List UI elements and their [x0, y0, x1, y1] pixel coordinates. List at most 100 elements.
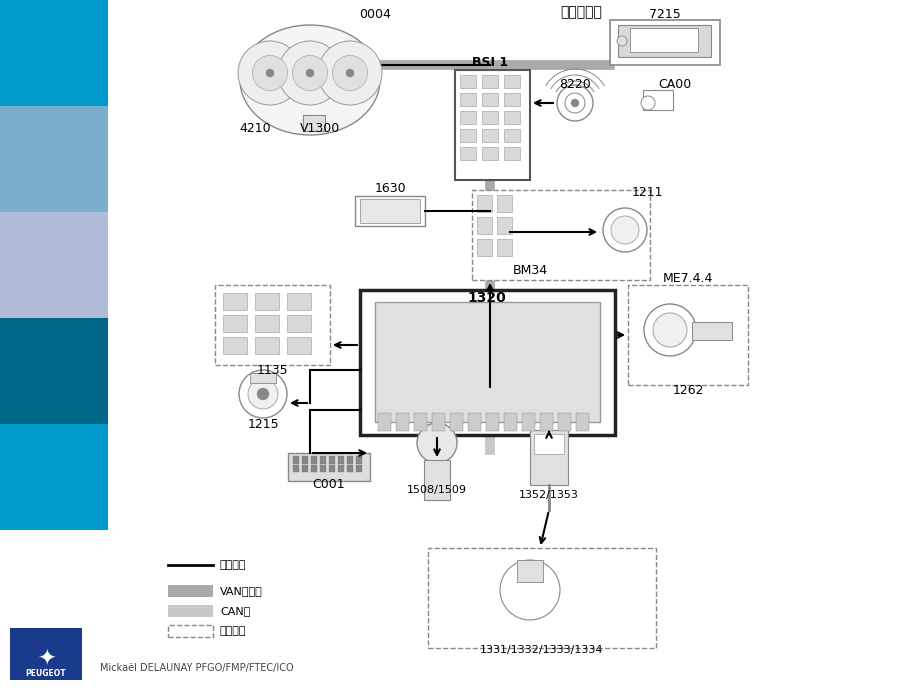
Bar [287, 337, 311, 354]
Bar [521, 413, 535, 431]
Text: 1352/1353: 1352/1353 [518, 490, 578, 500]
Bar [618, 25, 710, 57]
Bar [337, 465, 344, 472]
Text: 0004: 0004 [358, 8, 391, 21]
Bar [482, 147, 497, 160]
Bar [482, 93, 497, 106]
Bar [287, 315, 311, 332]
Text: 8220: 8220 [559, 79, 590, 92]
Ellipse shape [240, 25, 380, 135]
Text: BM34: BM34 [512, 264, 547, 277]
Bar [504, 147, 519, 160]
Bar [482, 75, 497, 88]
Bar [630, 28, 698, 52]
Bar [320, 465, 325, 472]
Bar [359, 199, 420, 223]
Circle shape [346, 69, 354, 77]
Bar [292, 456, 299, 464]
Bar [375, 302, 599, 422]
Bar [346, 456, 353, 464]
Bar [496, 239, 512, 256]
Text: 电线连接: 电线连接 [220, 560, 246, 570]
Bar [471, 190, 650, 280]
Circle shape [610, 216, 639, 244]
Bar [222, 337, 246, 354]
Circle shape [306, 69, 313, 77]
Circle shape [556, 85, 593, 121]
Bar [356, 456, 361, 464]
Bar [476, 195, 492, 212]
Bar [395, 413, 409, 431]
Bar [529, 430, 567, 485]
Bar [468, 413, 481, 431]
Bar [455, 70, 529, 180]
Bar [292, 465, 299, 472]
Bar [414, 413, 426, 431]
Bar [558, 413, 571, 431]
Text: 1211: 1211 [630, 186, 662, 199]
Bar [311, 456, 317, 464]
Bar [424, 460, 449, 500]
Bar [255, 293, 278, 310]
Bar [496, 195, 512, 212]
Bar [355, 196, 425, 226]
Circle shape [641, 96, 654, 110]
Circle shape [643, 304, 696, 356]
Bar [485, 413, 498, 431]
Bar [642, 90, 673, 110]
Bar [0, 106, 108, 212]
Bar [516, 560, 542, 582]
Text: 1262: 1262 [672, 384, 703, 397]
Bar [301, 456, 308, 464]
Bar [628, 285, 747, 385]
Bar [476, 239, 492, 256]
Bar [168, 625, 213, 637]
Circle shape [248, 379, 278, 409]
Bar [215, 285, 330, 365]
Bar [0, 212, 108, 318]
Bar [460, 147, 475, 160]
Bar [378, 413, 391, 431]
Bar [460, 129, 475, 142]
Bar [476, 217, 492, 234]
Bar [0, 0, 108, 106]
Text: 1508/1509: 1508/1509 [406, 485, 467, 495]
Text: 1215: 1215 [247, 417, 278, 431]
Text: CA00: CA00 [658, 79, 691, 92]
Text: VAN舒适网: VAN舒适网 [220, 586, 263, 596]
Bar [356, 465, 361, 472]
Text: V1300: V1300 [300, 121, 340, 135]
Bar [504, 75, 519, 88]
Text: PEUGEOT: PEUGEOT [26, 669, 66, 678]
Bar [311, 465, 317, 472]
Bar [539, 413, 552, 431]
Bar [222, 293, 246, 310]
Bar [288, 453, 369, 481]
Bar [10, 628, 82, 680]
Circle shape [278, 41, 342, 105]
Text: 计算机输出: 计算机输出 [560, 5, 601, 19]
Bar [222, 315, 246, 332]
Circle shape [617, 36, 627, 46]
Bar [255, 315, 278, 332]
Text: 1630: 1630 [374, 181, 405, 195]
Circle shape [238, 41, 301, 105]
Bar [250, 373, 276, 383]
Bar [575, 413, 588, 431]
Text: ✦: ✦ [37, 650, 55, 670]
Bar [329, 465, 335, 472]
Circle shape [256, 388, 268, 400]
Circle shape [571, 99, 578, 107]
Text: Mickaël DELAUNAY PFGO/FMP/FTEC/ICO: Mickaël DELAUNAY PFGO/FMP/FTEC/ICO [100, 663, 293, 673]
Bar [460, 75, 475, 88]
Bar [0, 318, 108, 424]
Bar [302, 115, 324, 131]
Circle shape [652, 313, 686, 347]
Bar [168, 585, 213, 597]
Text: 1331/1332/1333/1334: 1331/1332/1333/1334 [480, 645, 603, 655]
Circle shape [499, 560, 560, 620]
Circle shape [602, 208, 646, 252]
Bar [504, 111, 519, 124]
Bar [533, 434, 563, 454]
Bar [482, 111, 497, 124]
